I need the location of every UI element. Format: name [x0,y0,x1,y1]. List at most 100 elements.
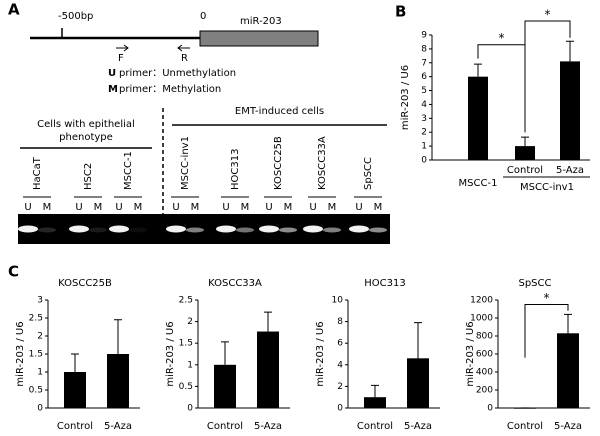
primer-label: R [181,53,188,64]
gel-band [259,225,279,233]
error-bar [566,40,574,62]
y-axis-label: miR-203 / U6 [465,321,476,386]
forward-arrow [116,44,129,52]
error-bar [71,353,79,372]
gel-band [166,225,186,233]
lane-label: KOSCC25B [273,136,284,190]
y-tick-label: 600 [476,350,493,360]
lane-sub: U [75,202,82,213]
lane-label: MSCC-1 [123,151,134,190]
bar [257,331,279,408]
lane-sub: M [374,202,383,213]
x-tick-label: 5-Aza [254,421,282,432]
x-tick-label: Control [507,421,543,432]
y-tick-label: 2 [187,317,193,327]
gel-band [186,227,204,233]
y-axis-label: miR-203 / U6 [315,321,326,386]
panel-label: B [395,3,406,21]
y-tick-label: 2 [421,128,427,138]
x-tick-label: Control [57,421,93,432]
y-tick-label: 7 [421,58,427,68]
error-bar [521,136,529,147]
gel-band [303,225,323,233]
lane-sub: M [43,202,52,213]
y-tick-label: 3 [37,296,43,306]
chart-title: HOC313 [364,278,405,289]
gel-band [69,225,89,233]
lane-sub: U [222,202,229,213]
chart-title: SpSCC [518,278,551,289]
x-tick-label: 5-Aza [404,421,432,432]
y-tick-label: 4 [421,100,427,110]
lane-sub: U [265,202,272,213]
x-tick-label: Control [507,165,543,176]
y-tick-label: 1 [187,360,193,370]
chart-title: KOSCC25B [58,278,112,289]
lane-label: KOSCC33A [317,136,328,190]
bar [107,354,129,408]
bar [214,364,236,408]
y-tick-label: 0.5 [179,382,193,392]
x-tick-label: MSCC-1 [459,178,498,189]
panel-label: A [8,1,20,19]
tss-label: 0 [200,11,206,22]
gel-band [38,227,56,233]
bar [560,61,580,161]
y-tick-label: 800 [476,332,493,342]
y-axis-label: miR-203 / U6 [165,321,176,386]
y-tick-label: 3 [421,114,427,124]
y-tick-label: 6 [337,339,343,349]
lane-sub: M [134,202,143,213]
significance-label: * [544,291,550,305]
significance-bracket [524,20,571,133]
gel-band [349,225,369,233]
significance-bracket [524,304,569,358]
gel-band [216,225,236,233]
lane-label: HaCaT [32,156,43,190]
lane-label: HSC2 [83,163,94,190]
y-axis-label: miR-203 / U6 [400,65,411,130]
lane-sub: M [94,202,103,213]
gel-band [323,227,341,233]
y-tick-label: 0 [37,404,43,414]
lane-sub: U [115,202,122,213]
y-tick-label: 6 [421,72,427,82]
bar [364,397,386,408]
bar [64,372,86,408]
x-tick-label: 5-Aza [104,421,132,432]
y-tick-label: 0 [337,404,343,414]
y-tick-label: 8 [337,317,343,327]
y-tick-label: 0 [421,156,427,166]
y-tick-label: 0 [487,404,493,414]
y-tick-label: 0 [187,404,193,414]
gel-band [89,227,107,233]
bar [515,146,535,160]
y-tick-label: 2.5 [29,314,43,324]
upstream-label: -500bp [58,11,93,22]
primer-letter: M [108,84,118,95]
gel-band [369,227,387,233]
y-tick-label: 400 [476,368,493,378]
lane-label: SpSCC [363,157,374,190]
y-tick-label: 4 [337,360,343,370]
gel-band [236,227,254,233]
group-header: EMT-induced cells [234,106,325,117]
y-tick-label: 2.5 [179,296,193,306]
bar [468,76,488,160]
lane-sub: M [284,202,293,213]
x-tick-label: Control [357,421,393,432]
significance-label: * [499,31,505,45]
y-tick-label: 2 [337,382,343,392]
reverse-arrow [177,44,190,52]
primer-text: primer：Unmethylation [119,68,236,79]
bar [407,358,429,408]
error-bar [474,63,482,77]
y-tick-label: 1000 [470,314,493,324]
primer-text: primer：Methylation [119,84,221,95]
lane-sub: U [172,202,179,213]
y-tick-label: 200 [476,386,493,396]
y-tick-label: 1 [37,368,43,378]
y-tick-label: 5 [421,86,427,96]
chart-title: KOSCC33A [208,278,262,289]
